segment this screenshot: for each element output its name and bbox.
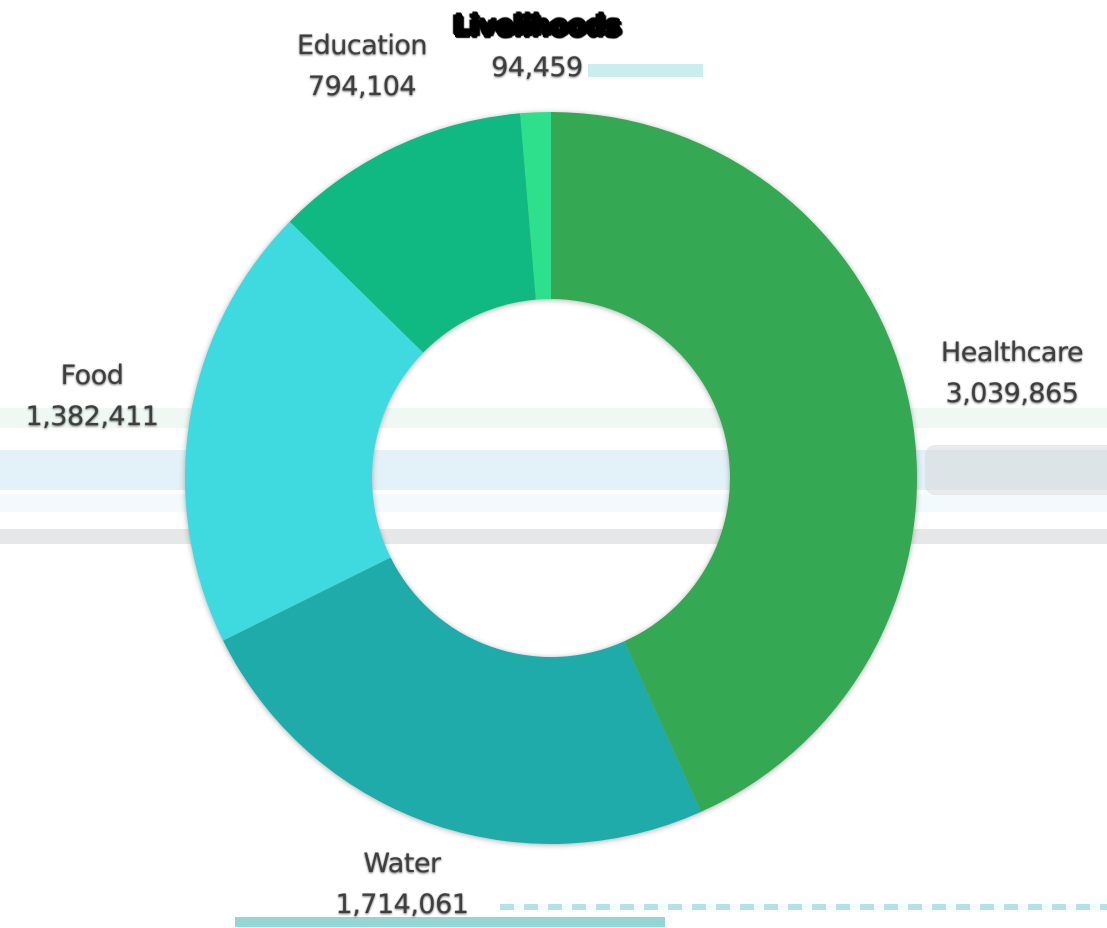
segment-name: Water [363, 848, 441, 879]
slice-education[interactable] [289, 113, 536, 353]
segment-value: 1,382,411 [25, 401, 159, 432]
segment-value: 3,039,865 [945, 378, 1079, 409]
segment-label-water: Water 1,714,061 [336, 843, 469, 925]
segment-value: 94,459 [491, 52, 583, 83]
segment-label-food: Food 1,382,411 [26, 355, 159, 437]
slice-water[interactable] [223, 557, 702, 845]
segment-name: Food [60, 360, 124, 391]
segment-name-obscured: Livelihoods [453, 11, 621, 42]
segment-name: Education [297, 30, 427, 61]
segment-label-healthcare: Healthcare 3,039,865 [940, 332, 1084, 414]
segment-value: 1,714,061 [335, 889, 469, 920]
segment-label-education: Education 794,104 [297, 25, 427, 107]
segment-value: 794,104 [307, 71, 417, 102]
slice-livelihoods[interactable] [520, 112, 551, 300]
segment-name: Healthcare [940, 337, 1084, 368]
segment-label-livelihoods: Livelihoods 94,459 [453, 6, 621, 88]
